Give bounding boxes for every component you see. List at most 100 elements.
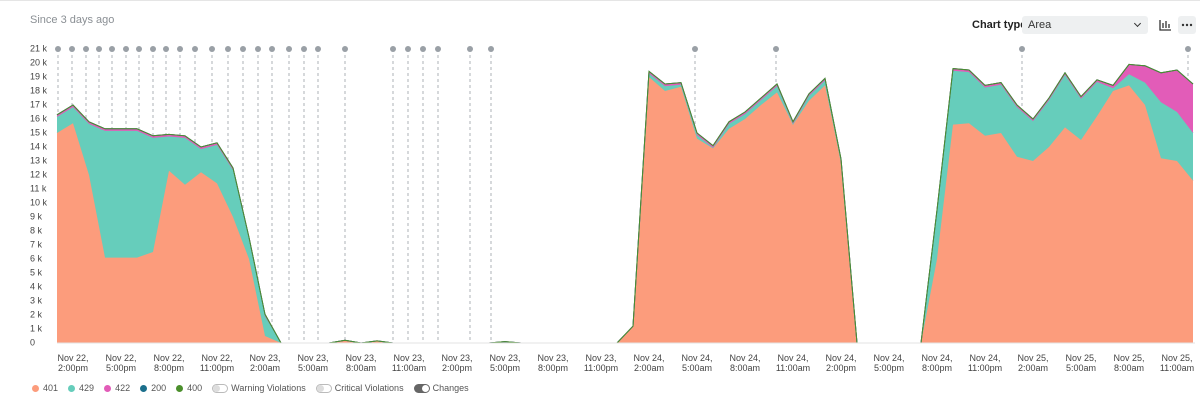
legend-swatch	[68, 384, 76, 392]
x-tick-label: Nov 25, 8:00am	[1113, 353, 1145, 373]
x-tick-label: Nov 23, 2:00pm	[441, 353, 473, 373]
change-marker	[69, 46, 75, 52]
time-range: Since 3 days ago	[30, 14, 115, 26]
y-tick-label: 14 k	[30, 141, 48, 151]
legend-item[interactable]: 200	[140, 383, 166, 393]
legend-label: 429	[79, 383, 95, 393]
legend-label: 422	[115, 383, 131, 393]
legend-item[interactable]: 401	[32, 383, 58, 393]
change-marker	[255, 46, 261, 52]
more-menu[interactable]	[1178, 16, 1196, 34]
area-edge	[56, 63, 1194, 344]
change-marker	[342, 46, 348, 52]
legend-label: 400	[187, 383, 203, 393]
legend-item[interactable]: 429	[68, 383, 94, 393]
y-tick-label: 17 k	[30, 99, 48, 109]
y-tick-label: 7 k	[30, 239, 43, 249]
change-marker	[209, 46, 215, 52]
y-tick-label: 12 k	[30, 169, 48, 179]
y-tick-label: 1 k	[30, 323, 43, 333]
legend-item[interactable]: 422	[104, 383, 130, 393]
x-tick-label: Nov 23, 5:00pm	[489, 353, 521, 373]
change-marker	[420, 46, 426, 52]
toggle-item[interactable]: Warning Violations	[212, 383, 306, 393]
x-tick-label: Nov 24, 2:00am	[633, 353, 665, 373]
y-tick-label: 2 k	[30, 309, 43, 319]
x-tick-label: Nov 24, 11:00am	[775, 353, 811, 373]
x-tick-label: Nov 23, 11:00am	[391, 353, 427, 373]
change-marker	[773, 46, 779, 52]
y-tick-label: 10 k	[30, 197, 48, 207]
x-tick-label: Nov 22, 11:00pm	[199, 353, 235, 373]
y-tick-label: 6 k	[30, 253, 43, 263]
x-tick-label: Nov 23, 5:00am	[297, 353, 329, 373]
y-tick-label: 16 k	[30, 113, 48, 123]
toggle-label: Warning Violations	[231, 383, 306, 393]
x-tick-label: Nov 23, 8:00am	[345, 353, 377, 373]
change-marker	[315, 46, 321, 52]
area-401	[57, 77, 1193, 343]
change-marker	[390, 46, 396, 52]
icon	[1159, 20, 1171, 31]
legend-swatch	[104, 384, 112, 392]
y-tick-label: 9 k	[30, 211, 43, 221]
legend-label: 401	[43, 383, 59, 393]
y-tick-label: 20 k	[30, 57, 48, 67]
toggle-switch[interactable]	[413, 383, 430, 393]
toggle-switch[interactable]	[212, 383, 229, 393]
x-tick-label: Nov 23, 11:00pm	[583, 353, 619, 373]
legend-swatch	[32, 384, 39, 392]
y-tick-label: 13 k	[30, 155, 48, 165]
toggle-label: Changes	[432, 383, 469, 393]
toggle-item[interactable]: Critical Violations	[315, 383, 404, 393]
x-tick-label: Nov 24, 2:00pm	[825, 353, 857, 373]
x-tick-label: Nov 22, 2:00pm	[57, 353, 89, 373]
x-tick-label: Nov 25, 11:00am	[1159, 353, 1195, 373]
y-tick-label: 4 k	[30, 281, 43, 291]
x-tick-label: Nov 24, 8:00am	[729, 353, 761, 373]
icon	[1181, 23, 1193, 27]
toggle-item[interactable]: Changes	[413, 383, 469, 393]
y-tick-label: 18 k	[30, 85, 48, 95]
legend-item[interactable]: 400	[176, 383, 202, 393]
change-marker	[55, 46, 61, 52]
x-tick-label: Nov 22, 5:00pm	[105, 353, 137, 373]
y-tick-label: 0	[30, 337, 35, 347]
x-tick-label: Nov 25, 5:00am	[1065, 353, 1097, 373]
toggle-switch[interactable]	[315, 383, 332, 393]
x-tick-label: Nov 24, 5:00am	[681, 353, 713, 373]
change-marker	[435, 46, 441, 52]
change-marker	[123, 46, 129, 52]
toggle-label: Critical Violations	[334, 383, 404, 393]
x-tick-label: Nov 24, 8:00pm	[921, 353, 953, 373]
y-tick-label: 5 k	[30, 267, 43, 277]
change-marker	[150, 46, 156, 52]
chart-type-label: Chart type	[972, 19, 1027, 31]
change-marker	[692, 46, 698, 52]
y-tick-label: 11 k	[30, 183, 47, 193]
change-marker	[301, 46, 307, 52]
change-marker	[286, 46, 292, 52]
change-marker	[177, 46, 183, 52]
legend-label: 200	[151, 383, 167, 393]
change-marker	[467, 46, 473, 52]
x-tick-label: Nov 24, 5:00pm	[873, 353, 905, 373]
y-tick-label: 19 k	[30, 71, 48, 81]
chart-options-icon[interactable]	[1156, 16, 1174, 34]
chart-type-select[interactable]: Area	[1022, 16, 1148, 34]
legend-swatch	[176, 384, 184, 392]
change-marker	[83, 46, 89, 52]
change-marker	[1019, 46, 1025, 52]
change-marker	[192, 46, 198, 52]
y-tick-label: 8 k	[30, 225, 43, 235]
x-tick-label: Nov 23, 2:00am	[249, 353, 281, 373]
x-tick-label: Nov 24, 11:00pm	[967, 353, 1003, 373]
x-tick-label: Nov 22, 8:00pm	[153, 353, 185, 373]
change-marker	[96, 46, 102, 52]
change-marker	[269, 46, 275, 52]
legend-swatch	[140, 384, 148, 392]
change-marker	[240, 46, 246, 52]
change-marker	[136, 46, 142, 52]
